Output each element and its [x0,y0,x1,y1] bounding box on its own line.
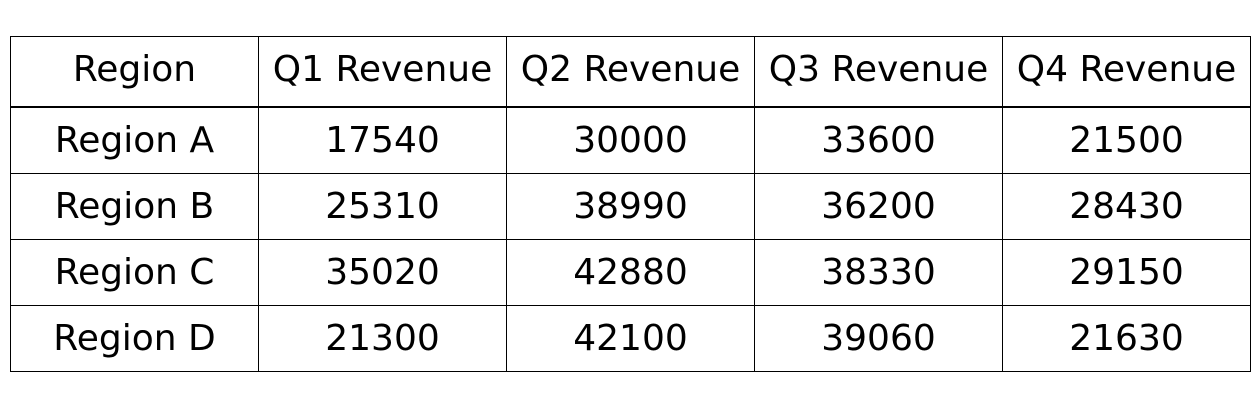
value-cell: 28430 [1002,173,1251,240]
value-cell: 25310 [258,173,507,240]
row-label-cell: Region A [10,106,259,174]
column-header: Q3 Revenue [754,36,1003,108]
table-row: Region D 21300 42100 39060 21630 [10,305,1251,372]
revenue-table: Region Q1 Revenue Q2 Revenue Q3 Revenue Q4 R… [10,36,1251,372]
value-cell: 42100 [506,305,755,372]
value-cell: 42880 [506,239,755,306]
value-cell: 30000 [506,106,755,174]
table-body: Region A 17540 30000 33600 21500 Region B 2531… [10,106,1251,372]
column-header: Q2 Revenue [506,36,755,108]
value-cell: 29150 [1002,239,1251,306]
table-row: Region C 35020 42880 38330 29150 [10,239,1251,306]
row-label-cell: Region B [10,173,259,240]
value-cell: 35020 [258,239,507,306]
value-cell: 21300 [258,305,507,372]
value-cell: 38990 [506,173,755,240]
table-row: Region A 17540 30000 33600 21500 [10,106,1251,174]
row-label-cell: Region D [10,305,259,372]
column-header: Region [10,36,259,108]
column-header: Q4 Revenue [1002,36,1251,108]
value-cell: 39060 [754,305,1003,372]
table-header: Region Q1 Revenue Q2 Revenue Q3 Revenue Q4 R… [10,36,1251,108]
value-cell: 33600 [754,106,1003,174]
table-row: Region B 25310 38990 36200 28430 [10,173,1251,240]
row-label-cell: Region C [10,239,259,306]
value-cell: 38330 [754,239,1003,306]
column-header: Q1 Revenue [258,36,507,108]
value-cell: 36200 [754,173,1003,240]
header-row: Region Q1 Revenue Q2 Revenue Q3 Revenue Q4 R… [10,36,1251,108]
value-cell: 21500 [1002,106,1251,174]
value-cell: 21630 [1002,305,1251,372]
value-cell: 17540 [258,106,507,174]
